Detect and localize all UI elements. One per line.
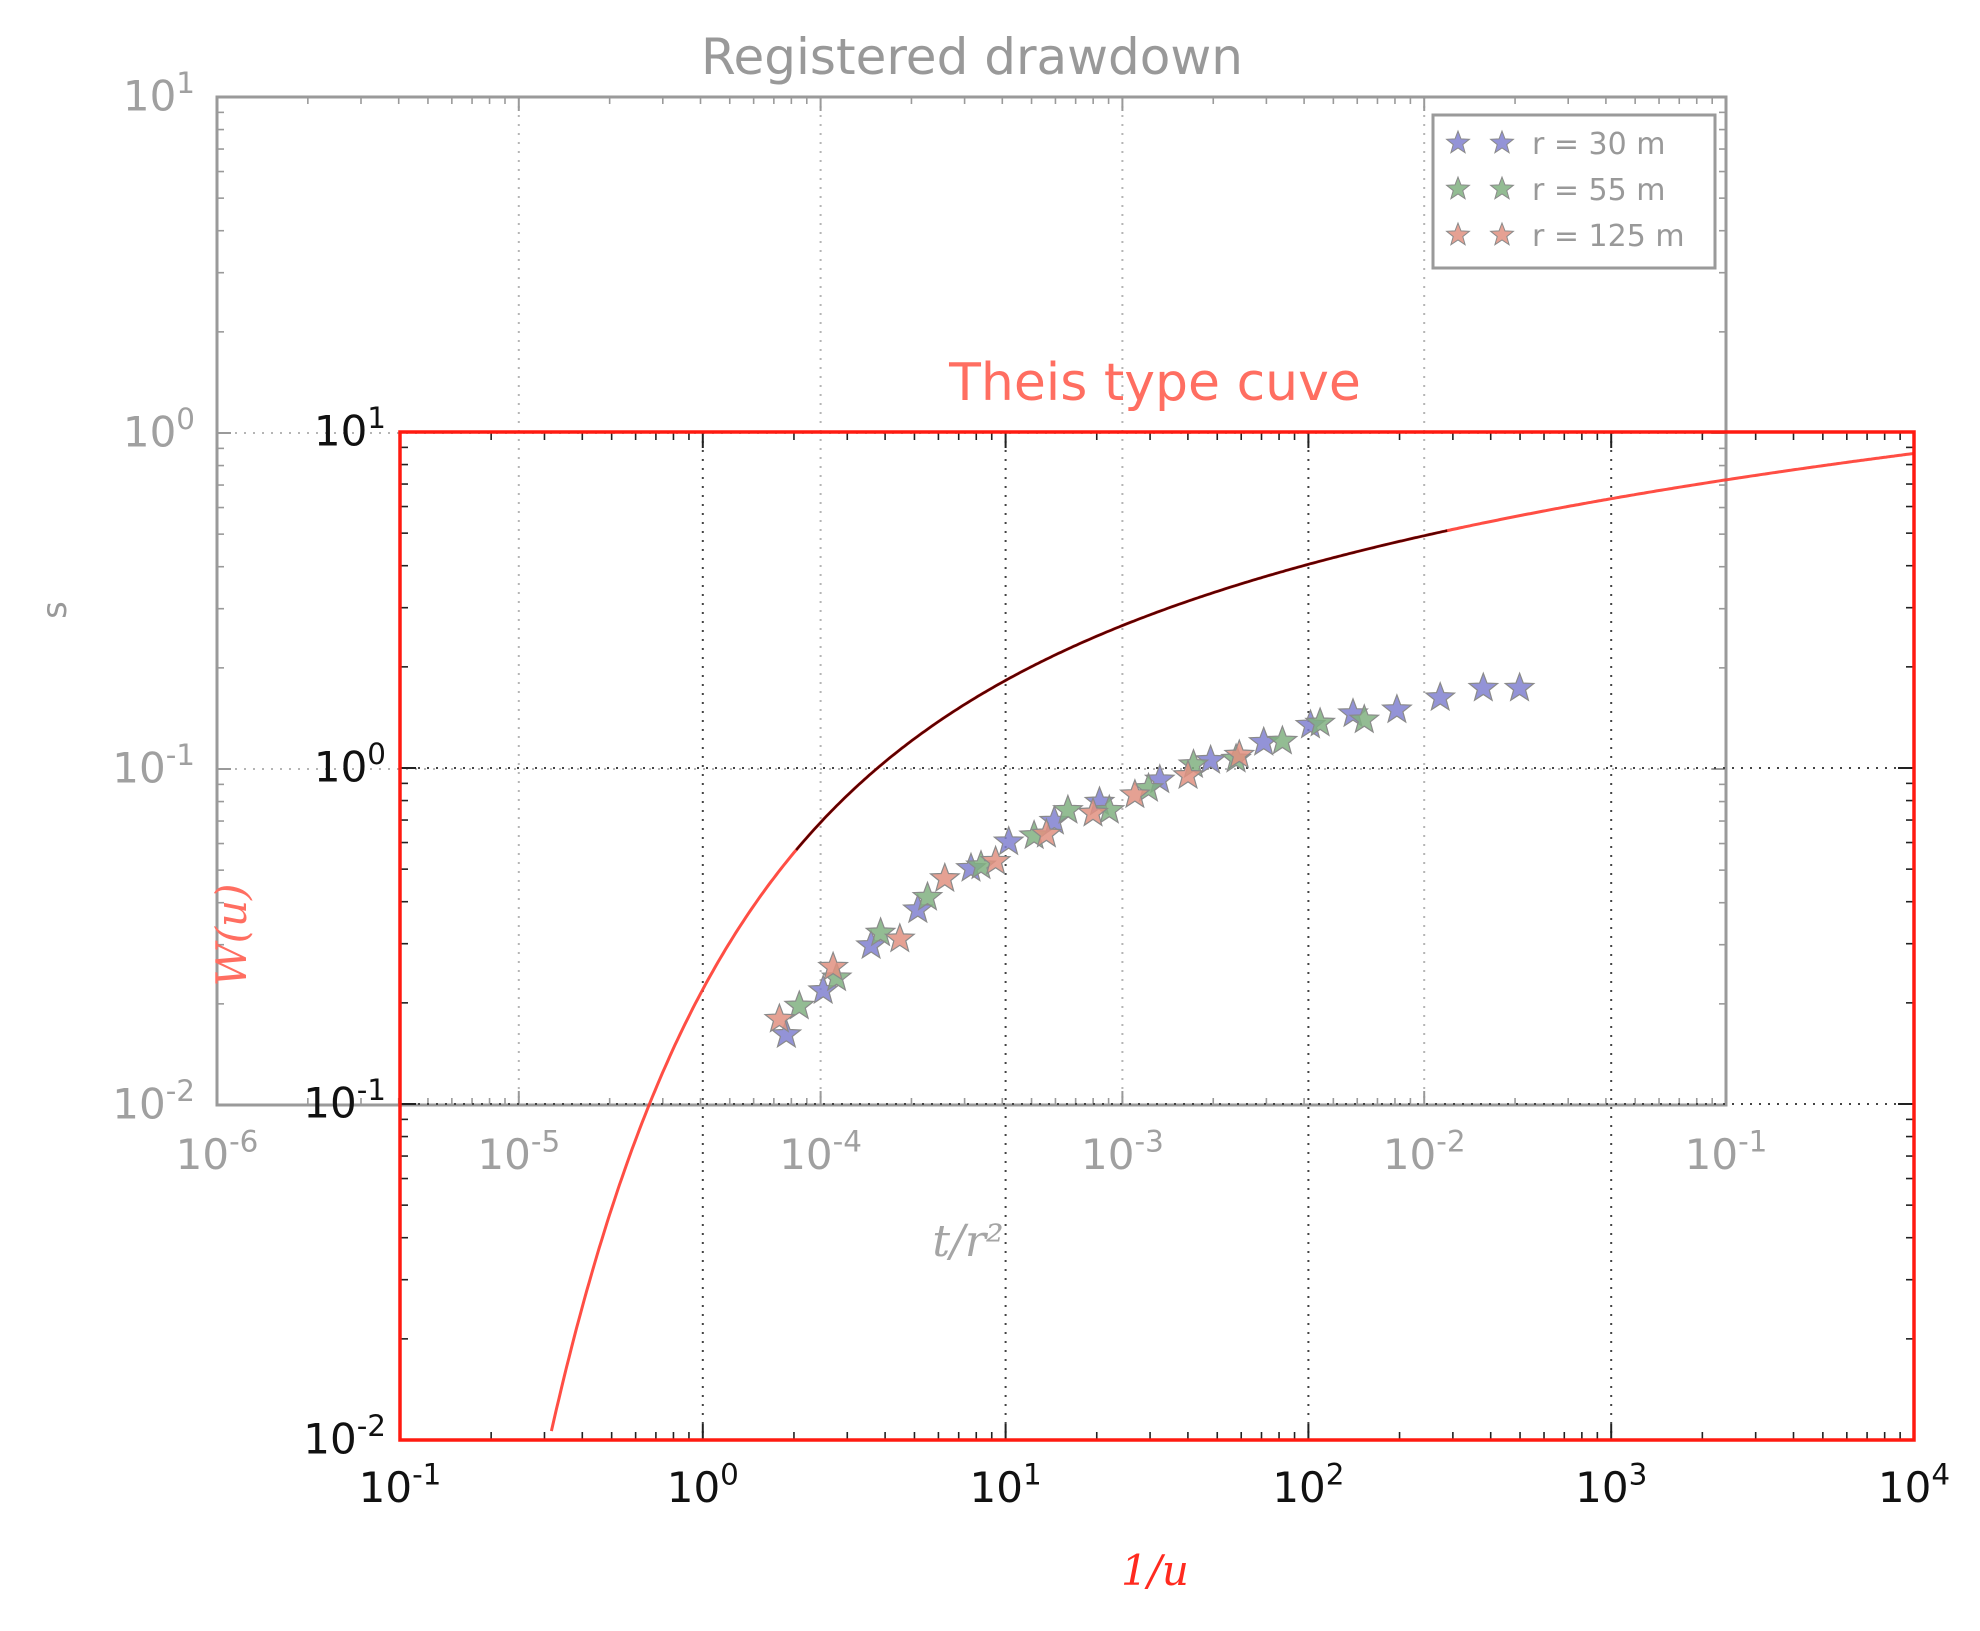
x-tick-label: 10-1 bbox=[359, 1457, 442, 1512]
x-tick-label: 10-4 bbox=[779, 1124, 862, 1179]
legend-marker bbox=[1489, 175, 1515, 200]
legend-marker bbox=[1445, 221, 1471, 246]
x-tick-label: 10-5 bbox=[477, 1124, 560, 1179]
series-r-125-m bbox=[763, 738, 1256, 1033]
data-point bbox=[928, 861, 961, 893]
series-r-30-m bbox=[770, 671, 1536, 1049]
y-tick-label: 10-1 bbox=[303, 1073, 386, 1128]
drawdown-y-tick-labels: 10-2 10-1 100 101 bbox=[112, 66, 195, 1129]
series-r-55-m bbox=[783, 703, 1381, 1020]
theis-x-axis-label: 1/u bbox=[1121, 1546, 1189, 1595]
data-point bbox=[883, 922, 916, 953]
data-point bbox=[1030, 817, 1063, 848]
data-point bbox=[1118, 778, 1151, 809]
data-point bbox=[1077, 796, 1109, 827]
data-point bbox=[1266, 724, 1299, 755]
legend-item: r = 125 m bbox=[1445, 219, 1685, 254]
legend-marker bbox=[1489, 129, 1515, 154]
y-tick-label: 10-1 bbox=[112, 738, 195, 793]
legend-marker bbox=[1489, 221, 1515, 246]
data-point bbox=[1348, 703, 1381, 734]
legend-box bbox=[1431, 113, 1717, 270]
y-tick-label: 10-2 bbox=[303, 1409, 386, 1464]
theis-y-axis-label: W(u) bbox=[207, 884, 256, 987]
x-tick-label: 100 bbox=[667, 1457, 739, 1512]
drawdown-data-points bbox=[763, 671, 1536, 1049]
data-point bbox=[1424, 680, 1457, 712]
drawdown-grid bbox=[217, 97, 1726, 1105]
legend-item: r = 30 m bbox=[1445, 127, 1665, 162]
y-tick-label: 100 bbox=[123, 402, 195, 457]
y-tick-label: 101 bbox=[314, 401, 386, 456]
theis-grid bbox=[400, 432, 1914, 1440]
drawdown-title: Registered drawdown bbox=[701, 28, 1243, 86]
theis-x-tick-labels: 10-1 100 101 102 103 104 bbox=[359, 1457, 1950, 1512]
theis-curve-layer bbox=[549, 451, 1915, 1432]
data-point bbox=[911, 880, 944, 911]
x-tick-label: 103 bbox=[1575, 1457, 1647, 1512]
theis-y-tick-labels: 10-2 10-1 100 101 bbox=[303, 401, 386, 1464]
theis-tick-marks bbox=[399, 431, 1915, 1441]
legend-label: r = 125 m bbox=[1532, 219, 1685, 254]
x-tick-label: 10-6 bbox=[176, 1124, 259, 1179]
data-point bbox=[783, 989, 816, 1020]
drawdown-x-axis-label: t/r² bbox=[932, 1216, 1003, 1267]
drawdown-plot-frame bbox=[215, 95, 1728, 1107]
x-tick-label: 10-1 bbox=[1685, 1124, 1768, 1179]
y-tick-label: 100 bbox=[314, 737, 386, 792]
legend-marker bbox=[1445, 175, 1471, 200]
theis-plot-frame bbox=[398, 430, 1916, 1442]
legend: r = 30 m r = 55 m r = 125 m bbox=[1431, 113, 1717, 270]
data-point bbox=[763, 1002, 796, 1033]
data-point bbox=[1304, 706, 1337, 737]
data-point bbox=[1380, 693, 1413, 724]
x-tick-label: 10-3 bbox=[1081, 1124, 1164, 1179]
data-point bbox=[864, 916, 897, 947]
x-tick-label: 10-2 bbox=[1383, 1124, 1466, 1179]
theis-title: Theis type cuve bbox=[948, 353, 1361, 413]
x-tick-label: 104 bbox=[1878, 1457, 1950, 1512]
y-tick-label: 10-2 bbox=[112, 1074, 195, 1129]
drawdown-tick-marks bbox=[216, 96, 1727, 1106]
drawdown-axes: 10-6 10-5 10-4 10-3 10-2 10-1 10-210-1100101 … bbox=[35, 28, 1767, 1267]
data-point bbox=[979, 844, 1012, 875]
data-point bbox=[1093, 793, 1126, 824]
x-tick-label: 101 bbox=[970, 1457, 1042, 1512]
y-tick-label: 101 bbox=[123, 66, 195, 121]
data-point bbox=[992, 825, 1025, 856]
legend-label: r = 30 m bbox=[1532, 127, 1665, 162]
data-point bbox=[1467, 671, 1500, 702]
x-tick-label: 102 bbox=[1272, 1457, 1344, 1512]
legend-item: r = 55 m bbox=[1445, 173, 1665, 208]
data-point bbox=[770, 1017, 803, 1049]
data-point bbox=[1132, 771, 1165, 802]
data-point bbox=[1172, 758, 1204, 790]
legend-marker bbox=[1445, 129, 1471, 154]
theis-curve bbox=[549, 451, 1915, 1432]
data-point bbox=[1223, 738, 1256, 769]
data-point bbox=[855, 928, 888, 960]
legend-label: r = 55 m bbox=[1532, 173, 1665, 208]
data-point bbox=[1194, 743, 1227, 774]
drawdown-y-axis-label: s bbox=[35, 601, 75, 619]
data-point bbox=[1503, 671, 1536, 702]
matched-curve-segment bbox=[795, 529, 1448, 851]
drawdown-x-tick-labels: 10-6 10-5 10-4 10-3 10-2 10-1 bbox=[176, 1124, 1768, 1179]
data-point bbox=[1052, 793, 1084, 824]
data-point bbox=[817, 950, 850, 981]
